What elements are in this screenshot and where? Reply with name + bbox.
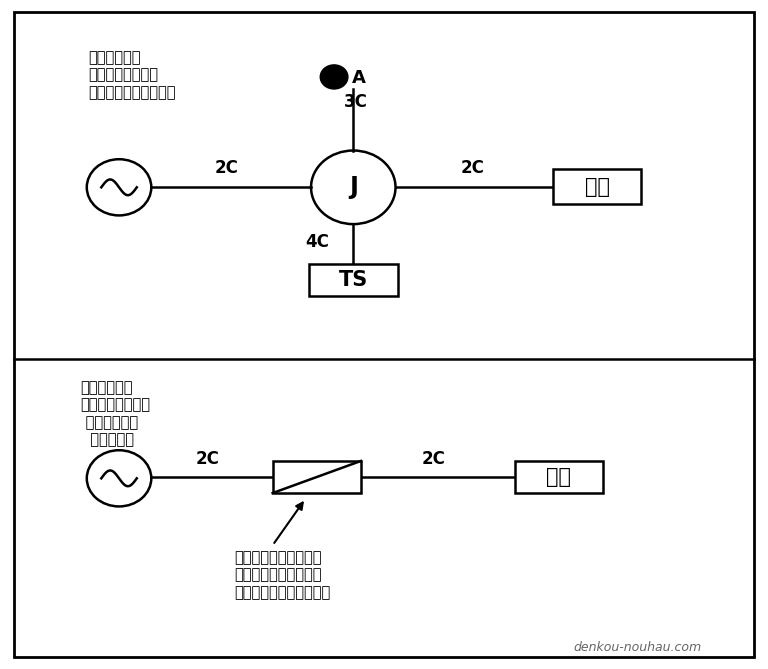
Bar (553, 169, 641, 204)
Text: 負荷: 負荷 (546, 467, 571, 487)
Text: 負荷: 負荷 (584, 177, 610, 197)
Bar (515, 461, 603, 493)
Bar (309, 264, 398, 296)
Text: TS: TS (339, 270, 368, 290)
Text: J: J (349, 175, 358, 199)
Text: 自動点滅器と
タイムスイッチが
別々の場所にある場合: 自動点滅器と タイムスイッチが 別々の場所にある場合 (88, 50, 176, 100)
Text: 自動点滅器と
タイムスイッチを
 同一の場所に
  設ける場合: 自動点滅器と タイムスイッチを 同一の場所に 設ける場合 (81, 380, 151, 447)
Text: 2C: 2C (214, 159, 239, 177)
Bar (273, 461, 361, 493)
Text: 3C: 3C (344, 93, 368, 110)
Text: 2C: 2C (460, 159, 485, 177)
Text: 2C: 2C (195, 450, 220, 468)
Text: 2C: 2C (422, 450, 446, 468)
Text: denkou-nouhau.com: denkou-nouhau.com (574, 642, 701, 654)
Text: A: A (352, 70, 366, 87)
Circle shape (320, 65, 348, 89)
Text: 盤にタイムスイッチと
自動点滅器を設置し、
盤内で配線・結線をする: 盤にタイムスイッチと 自動点滅器を設置し、 盤内で配線・結線をする (234, 550, 330, 599)
Text: 4C: 4C (305, 233, 329, 251)
